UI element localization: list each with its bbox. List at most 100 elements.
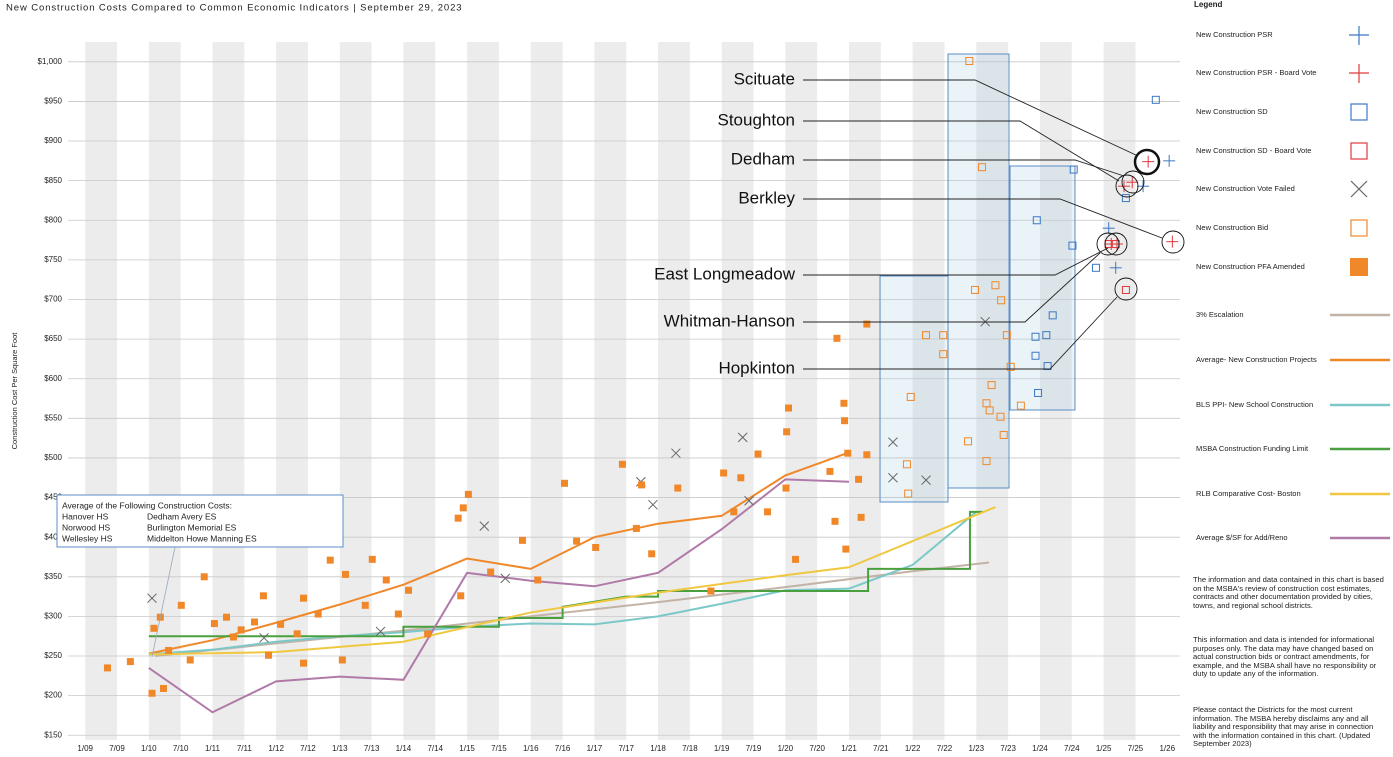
marker	[479, 521, 490, 531]
marker	[1016, 401, 1025, 410]
note: This information and data is intended fo…	[1193, 635, 1377, 679]
marker	[1032, 216, 1041, 225]
x-tick-label: 1/09	[77, 744, 93, 753]
band	[785, 42, 818, 740]
inset-item: Hanover HS	[62, 511, 109, 521]
marker-shape	[259, 592, 267, 600]
marker	[674, 484, 682, 492]
marker-shape	[159, 685, 167, 693]
marker	[177, 601, 185, 609]
marker	[560, 479, 568, 487]
x-tick-label: 1/14	[396, 744, 412, 753]
marker-shape	[831, 517, 839, 525]
legend-label: BLS PPI- New School Construction	[1196, 400, 1314, 409]
legend-label: New Construction Bid	[1196, 223, 1269, 232]
band	[721, 42, 754, 740]
marker	[375, 626, 386, 637]
marker	[857, 513, 865, 521]
legend-label: RLB Comparative Cost- Boston	[1196, 489, 1301, 498]
y-tick-label: $550	[44, 413, 62, 422]
y-tick-label: $950	[44, 97, 62, 106]
marker	[888, 437, 898, 447]
marker	[720, 469, 728, 477]
marker	[1031, 332, 1040, 341]
marker-shape	[186, 656, 194, 664]
marker-shape	[1031, 332, 1040, 341]
marker	[1121, 194, 1130, 203]
band	[594, 42, 627, 740]
y-tick-label: $600	[44, 374, 62, 383]
marker	[991, 281, 1000, 290]
x-tick-label: 7/13	[364, 744, 380, 753]
marker-shape	[1034, 388, 1043, 397]
marker	[259, 632, 269, 643]
y-tick-label: $700	[44, 295, 62, 304]
marker-shape	[592, 543, 600, 551]
legend-label: New Construction Vote Failed	[1196, 184, 1295, 193]
legend-key	[1350, 258, 1368, 276]
marker-shape	[707, 587, 715, 595]
annotation: Whitman-Hanson	[664, 311, 795, 330]
marker	[1031, 351, 1040, 360]
band	[976, 42, 1009, 740]
annotation: Scituate	[734, 69, 795, 88]
marker-shape	[754, 450, 762, 458]
marker	[210, 620, 218, 628]
marker-shape	[982, 457, 991, 466]
marker-shape	[200, 573, 208, 581]
marker	[1163, 154, 1176, 167]
marker	[888, 472, 898, 483]
marker	[251, 618, 259, 626]
marker	[265, 651, 273, 659]
marker	[785, 404, 793, 412]
marker	[314, 610, 322, 618]
marker	[987, 381, 996, 390]
marker	[730, 508, 738, 516]
callout-circle	[1133, 148, 1161, 176]
marker	[855, 475, 863, 483]
marker	[1151, 95, 1160, 104]
marker-shape	[405, 586, 413, 594]
marker-shape	[1031, 351, 1040, 360]
marker	[165, 646, 173, 654]
marker-shape	[457, 592, 465, 600]
x-tick-label: 7/18	[682, 744, 698, 753]
legend-key	[1349, 26, 1369, 45]
marker-stroke	[888, 472, 898, 483]
legend-label: Average- New Construction Projects	[1196, 355, 1317, 364]
leader-line	[803, 296, 1118, 370]
marker-shape	[939, 350, 948, 359]
marker	[293, 630, 301, 638]
marker	[237, 626, 245, 634]
legend-key	[1350, 103, 1368, 121]
marker	[863, 320, 871, 328]
x-tick-label: 7/19	[746, 744, 762, 753]
marker	[326, 556, 334, 564]
marker	[841, 417, 849, 425]
x-tick-label: 1/16	[523, 744, 539, 753]
inset-box	[56, 494, 344, 548]
marker	[459, 504, 467, 512]
marker-shape	[720, 469, 728, 477]
marker	[632, 524, 640, 532]
marker	[754, 450, 762, 458]
series-line	[148, 506, 996, 656]
marker-shape	[265, 651, 273, 659]
marker	[150, 624, 158, 632]
marker-shape	[841, 417, 849, 425]
chart: New Construction Costs Compared to Commo…	[6, 3, 1185, 753]
marker	[997, 296, 1006, 305]
marker	[939, 331, 948, 340]
marker	[842, 545, 850, 553]
marker-shape	[648, 550, 656, 558]
marker	[671, 448, 681, 459]
marker	[840, 399, 848, 407]
marker	[592, 543, 600, 551]
marker	[1142, 155, 1155, 168]
marker	[638, 481, 646, 489]
marker	[1002, 331, 1011, 340]
note: Please contact the Districts for the mos…	[1193, 705, 1374, 749]
marker	[965, 57, 974, 66]
marker-shape	[314, 610, 322, 618]
marker-shape	[518, 536, 526, 544]
